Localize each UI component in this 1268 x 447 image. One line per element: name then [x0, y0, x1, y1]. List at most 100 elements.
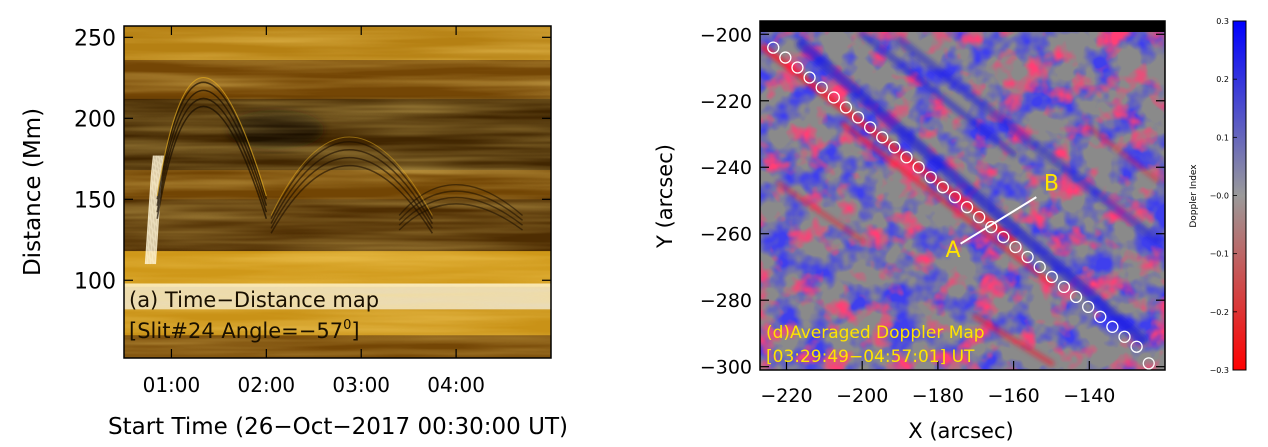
- doppler-frame: [759, 20, 1166, 371]
- y-tick-label: −220: [700, 91, 752, 113]
- time-distance-x-axis: 01:00 02:00 03:00 04:00: [143, 26, 485, 397]
- doppler-structures: [760, 30, 1162, 367]
- slit-circle: [1106, 320, 1119, 333]
- x-tick-label: 02:00: [238, 373, 296, 397]
- doppler-streak: [776, 181, 865, 243]
- doppler-y-axis: −200 −220 −240 −260 −280 −300: [700, 24, 1165, 379]
- slit-circle: [1057, 280, 1071, 294]
- x-tick-label: −140: [1063, 385, 1115, 407]
- flare-streak: [148, 155, 158, 265]
- doppler-streak: [972, 313, 1055, 367]
- oscillation-ridge: [398, 196, 523, 226]
- data-gap-bar: [760, 21, 1165, 32]
- colorbar-tick-label: 0.3: [1216, 17, 1229, 26]
- doppler-colorbar-ticks: 0.3 0.2 0.1 −0.0 −0.1 −0.2 −0.3: [1210, 17, 1237, 375]
- doppler-streak: [796, 38, 1148, 346]
- slit-circle: [1142, 357, 1155, 370]
- slit-circle: [900, 151, 913, 164]
- time-distance-subtitle: [Slit#24 Angle=−570]: [129, 318, 360, 343]
- slit-circle: [779, 51, 792, 64]
- time-distance-xlabel: Start Time (26−Oct−2017 00:30:00 UT): [108, 414, 568, 440]
- colorbar-tick-label: −0.2: [1210, 308, 1229, 317]
- colorbar-tick-label: −0.3: [1210, 366, 1229, 375]
- oscillation-ridge: [156, 105, 268, 219]
- time-distance-ylabel: Distance (Mm): [20, 108, 46, 276]
- doppler-streak: [1086, 124, 1160, 184]
- doppler-streak: [895, 36, 1162, 245]
- slit-circle: [997, 230, 1010, 244]
- slit-circle: [1069, 290, 1083, 304]
- slit-circle: [1094, 310, 1107, 323]
- region-label-a: A: [946, 238, 961, 263]
- slit-circle: [1082, 300, 1095, 313]
- doppler-xlabel: X (arcsec): [908, 419, 1013, 443]
- x-tick-label: 01:00: [143, 373, 201, 397]
- time-distance-y-axis: 100 150 200 250: [74, 26, 551, 294]
- oscillation-ridge: [270, 157, 434, 229]
- x-tick-label: −160: [988, 385, 1040, 407]
- x-tick-label: −180: [912, 385, 964, 407]
- slit-circle: [973, 210, 986, 224]
- colorbar-tick-label: 0.1: [1216, 133, 1229, 142]
- slit-circle: [767, 41, 780, 54]
- oscillation-ridge: [156, 81, 268, 200]
- flare-streak: [146, 155, 157, 265]
- doppler-streak: [840, 121, 1054, 287]
- time-distance-panel: 01:00 02:00 03:00 04:00 100 150 200 250 Start …: [20, 25, 568, 440]
- oscillation-ridge: [398, 203, 523, 231]
- colorbar-tick-label: 0.2: [1216, 75, 1229, 84]
- time-distance-title: (a) Time−Distance map: [129, 288, 379, 312]
- oscillation-ridge: [270, 136, 433, 216]
- flare-streak: [144, 155, 155, 265]
- oscillation-ridge: [270, 141, 434, 220]
- cut-line: [960, 196, 1037, 245]
- flare-streak: [149, 155, 160, 265]
- y-tick-label: 150: [74, 188, 116, 213]
- slit-circle: [1009, 240, 1022, 254]
- time-distance-image: [124, 26, 551, 358]
- slit-circle: [876, 131, 889, 144]
- doppler-ylabel: Y (arcsec): [653, 144, 677, 249]
- oscillation-ridge: [398, 190, 523, 221]
- y-tick-label: 200: [74, 107, 116, 132]
- slit-circle: [912, 161, 925, 174]
- x-tick-label: 04:00: [427, 373, 485, 397]
- y-tick-label: −300: [700, 357, 752, 379]
- y-tick-label: 100: [74, 269, 116, 294]
- oscillation-ridge: [270, 165, 434, 234]
- slit-circle: [1021, 250, 1034, 264]
- slit-circle: [839, 101, 853, 114]
- doppler-panel: AB −220 −200 −180 −160 −140 −200−220−240−260…: [653, 17, 1247, 443]
- slit-circle: [936, 181, 949, 194]
- doppler-subtitle: [03:29:49−04:57:01] UT: [766, 347, 975, 367]
- slit-circle: [791, 61, 804, 74]
- oscillation-ridge: [270, 149, 434, 224]
- x-tick-label: 03:00: [332, 373, 390, 397]
- flare-streak: [151, 155, 161, 265]
- colorbar-tick-label: −0.0: [1210, 192, 1229, 201]
- doppler-title: (d)Averaged Doppler Map: [766, 323, 985, 343]
- y-tick-label: −260: [700, 224, 752, 246]
- slit-circle: [948, 191, 962, 204]
- doppler-image: [760, 21, 1165, 370]
- slit-circle: [960, 200, 974, 214]
- doppler-overlay: AB: [767, 41, 1155, 370]
- slit-circle: [827, 91, 840, 104]
- region-label-b: B: [1044, 172, 1059, 197]
- oscillation-ridge: [156, 89, 268, 207]
- oscillation-ridge: [156, 76, 267, 197]
- y-tick-label: 250: [74, 26, 116, 51]
- slit-circle: [803, 71, 816, 84]
- oscillation-ridge: [156, 97, 268, 213]
- colorbar-tick-label: −0.1: [1210, 250, 1229, 259]
- time-distance-frame: [123, 25, 552, 359]
- slit-circle: [924, 171, 937, 184]
- x-tick-label: −220: [760, 385, 812, 407]
- slit-circle: [1033, 260, 1046, 274]
- y-tick-label: −200: [700, 24, 752, 46]
- slit-circle: [1130, 340, 1143, 353]
- y-tick-label: −280: [700, 290, 752, 312]
- doppler-streak: [858, 30, 1018, 158]
- doppler-x-axis: −220 −200 −180 −160 −140: [760, 21, 1115, 407]
